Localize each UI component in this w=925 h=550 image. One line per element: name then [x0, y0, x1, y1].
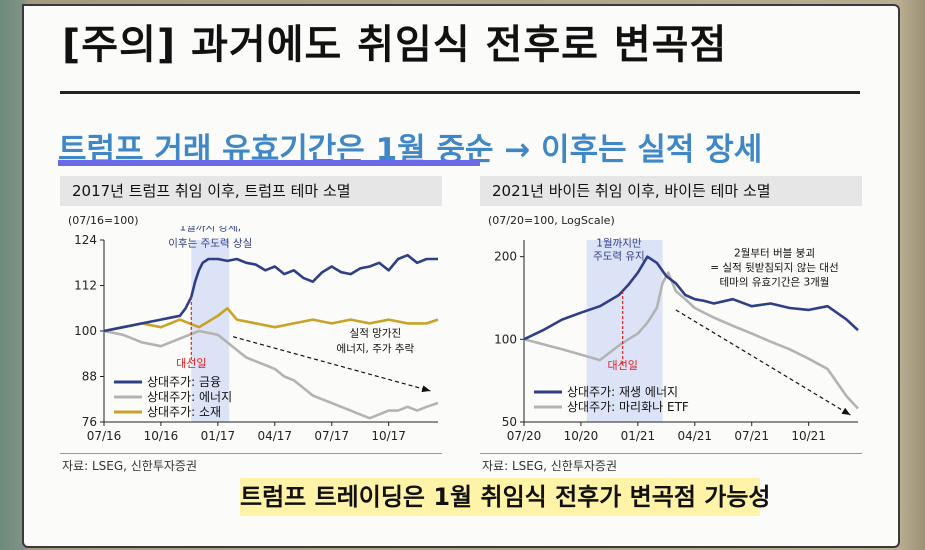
page-title: [주의] 과거에도 취임식 전후로 변곡점	[62, 22, 728, 68]
right-base-note: (07/20=100, LogScale)	[488, 214, 615, 227]
annotation-text: = 실적 뒷받침되지 않는 대선	[710, 261, 838, 274]
annotation-text: 1월까지만	[596, 237, 642, 249]
y-tick-label: 100	[494, 332, 517, 346]
annotation-text: 2월부터 버블 붕괴	[734, 248, 815, 260]
x-tick-label: 07/21	[734, 429, 769, 443]
trend-arrow-head	[841, 407, 851, 416]
y-tick-label: 50	[502, 415, 517, 429]
y-tick-label: 88	[82, 370, 97, 384]
right-source: 자료: LSEG, 신한투자증권	[482, 459, 617, 473]
x-tick-label: 04/21	[677, 429, 712, 443]
series-line-3	[103, 307, 439, 333]
series-line-1	[523, 255, 859, 341]
title-divider	[60, 91, 860, 94]
highlight-band	[586, 240, 663, 422]
left-source-divider	[60, 453, 442, 454]
trend-arrow-head	[421, 385, 431, 393]
series-line-2	[103, 329, 439, 420]
y-tick-label: 200	[494, 250, 517, 264]
x-tick-label: 07/20	[507, 429, 542, 443]
y-tick-label: 112	[74, 279, 97, 293]
annotation-text: 주도력 유지	[593, 251, 645, 263]
legend-label: 상대주가: 소재	[147, 405, 221, 419]
series-line-1	[103, 253, 438, 333]
bottom-caption: 트럼프 트레이딩은 1월 취임식 전후가 변곡점 가능성	[240, 478, 771, 516]
left-source: 자료: LSEG, 신한투자증권	[62, 459, 197, 473]
legend-label: 상대주가: 재생 에너지	[567, 385, 678, 399]
x-tick-label: 07/16	[87, 429, 122, 443]
slide-sheet	[22, 4, 900, 548]
subtitle-underline	[58, 160, 480, 166]
left-base-note: (07/16=100)	[68, 214, 139, 227]
y-tick-label: 124	[74, 233, 97, 247]
left-chart-title: 2017년 트럼프 취임 이후, 트럼프 테마 소멸	[60, 176, 442, 206]
right-source-divider	[480, 453, 862, 454]
x-tick-label: 07/17	[314, 429, 349, 443]
annotation-text: 1월까지 강세,	[179, 226, 241, 234]
annotation-text: 테마의 유효기간은 3개월	[720, 277, 830, 289]
x-tick-label: 01/21	[621, 429, 656, 443]
legend-label: 상대주가: 마리화나 ETF	[567, 400, 689, 414]
annotation-text: 에너지, 주가 추락	[337, 343, 415, 355]
y-tick-label: 100	[74, 324, 97, 338]
legend-label: 상대주가: 금융	[147, 375, 221, 389]
legend-label: 상대주가: 에너지	[147, 390, 232, 404]
election-day-label: 대선일	[176, 356, 206, 370]
annotation-text: 실적 망가진	[350, 328, 402, 340]
right-chart-title: 2021년 바이든 취임 이후, 바이든 테마 소멸	[480, 176, 862, 206]
x-tick-label: 10/16	[144, 429, 179, 443]
trend-arrow-line	[232, 336, 431, 392]
y-tick-label: 76	[82, 415, 97, 429]
x-tick-label: 01/17	[201, 429, 236, 443]
sheet-corner	[22, 4, 58, 40]
trend-arrow-line	[675, 309, 851, 416]
x-tick-label: 04/17	[257, 429, 292, 443]
x-tick-label: 10/21	[791, 429, 826, 443]
x-tick-label: 10/17	[371, 429, 406, 443]
election-day-label: 대선일	[607, 358, 637, 372]
annotation-text: 이후는 주도력 상실	[168, 237, 252, 249]
x-tick-label: 10/20	[564, 429, 599, 443]
